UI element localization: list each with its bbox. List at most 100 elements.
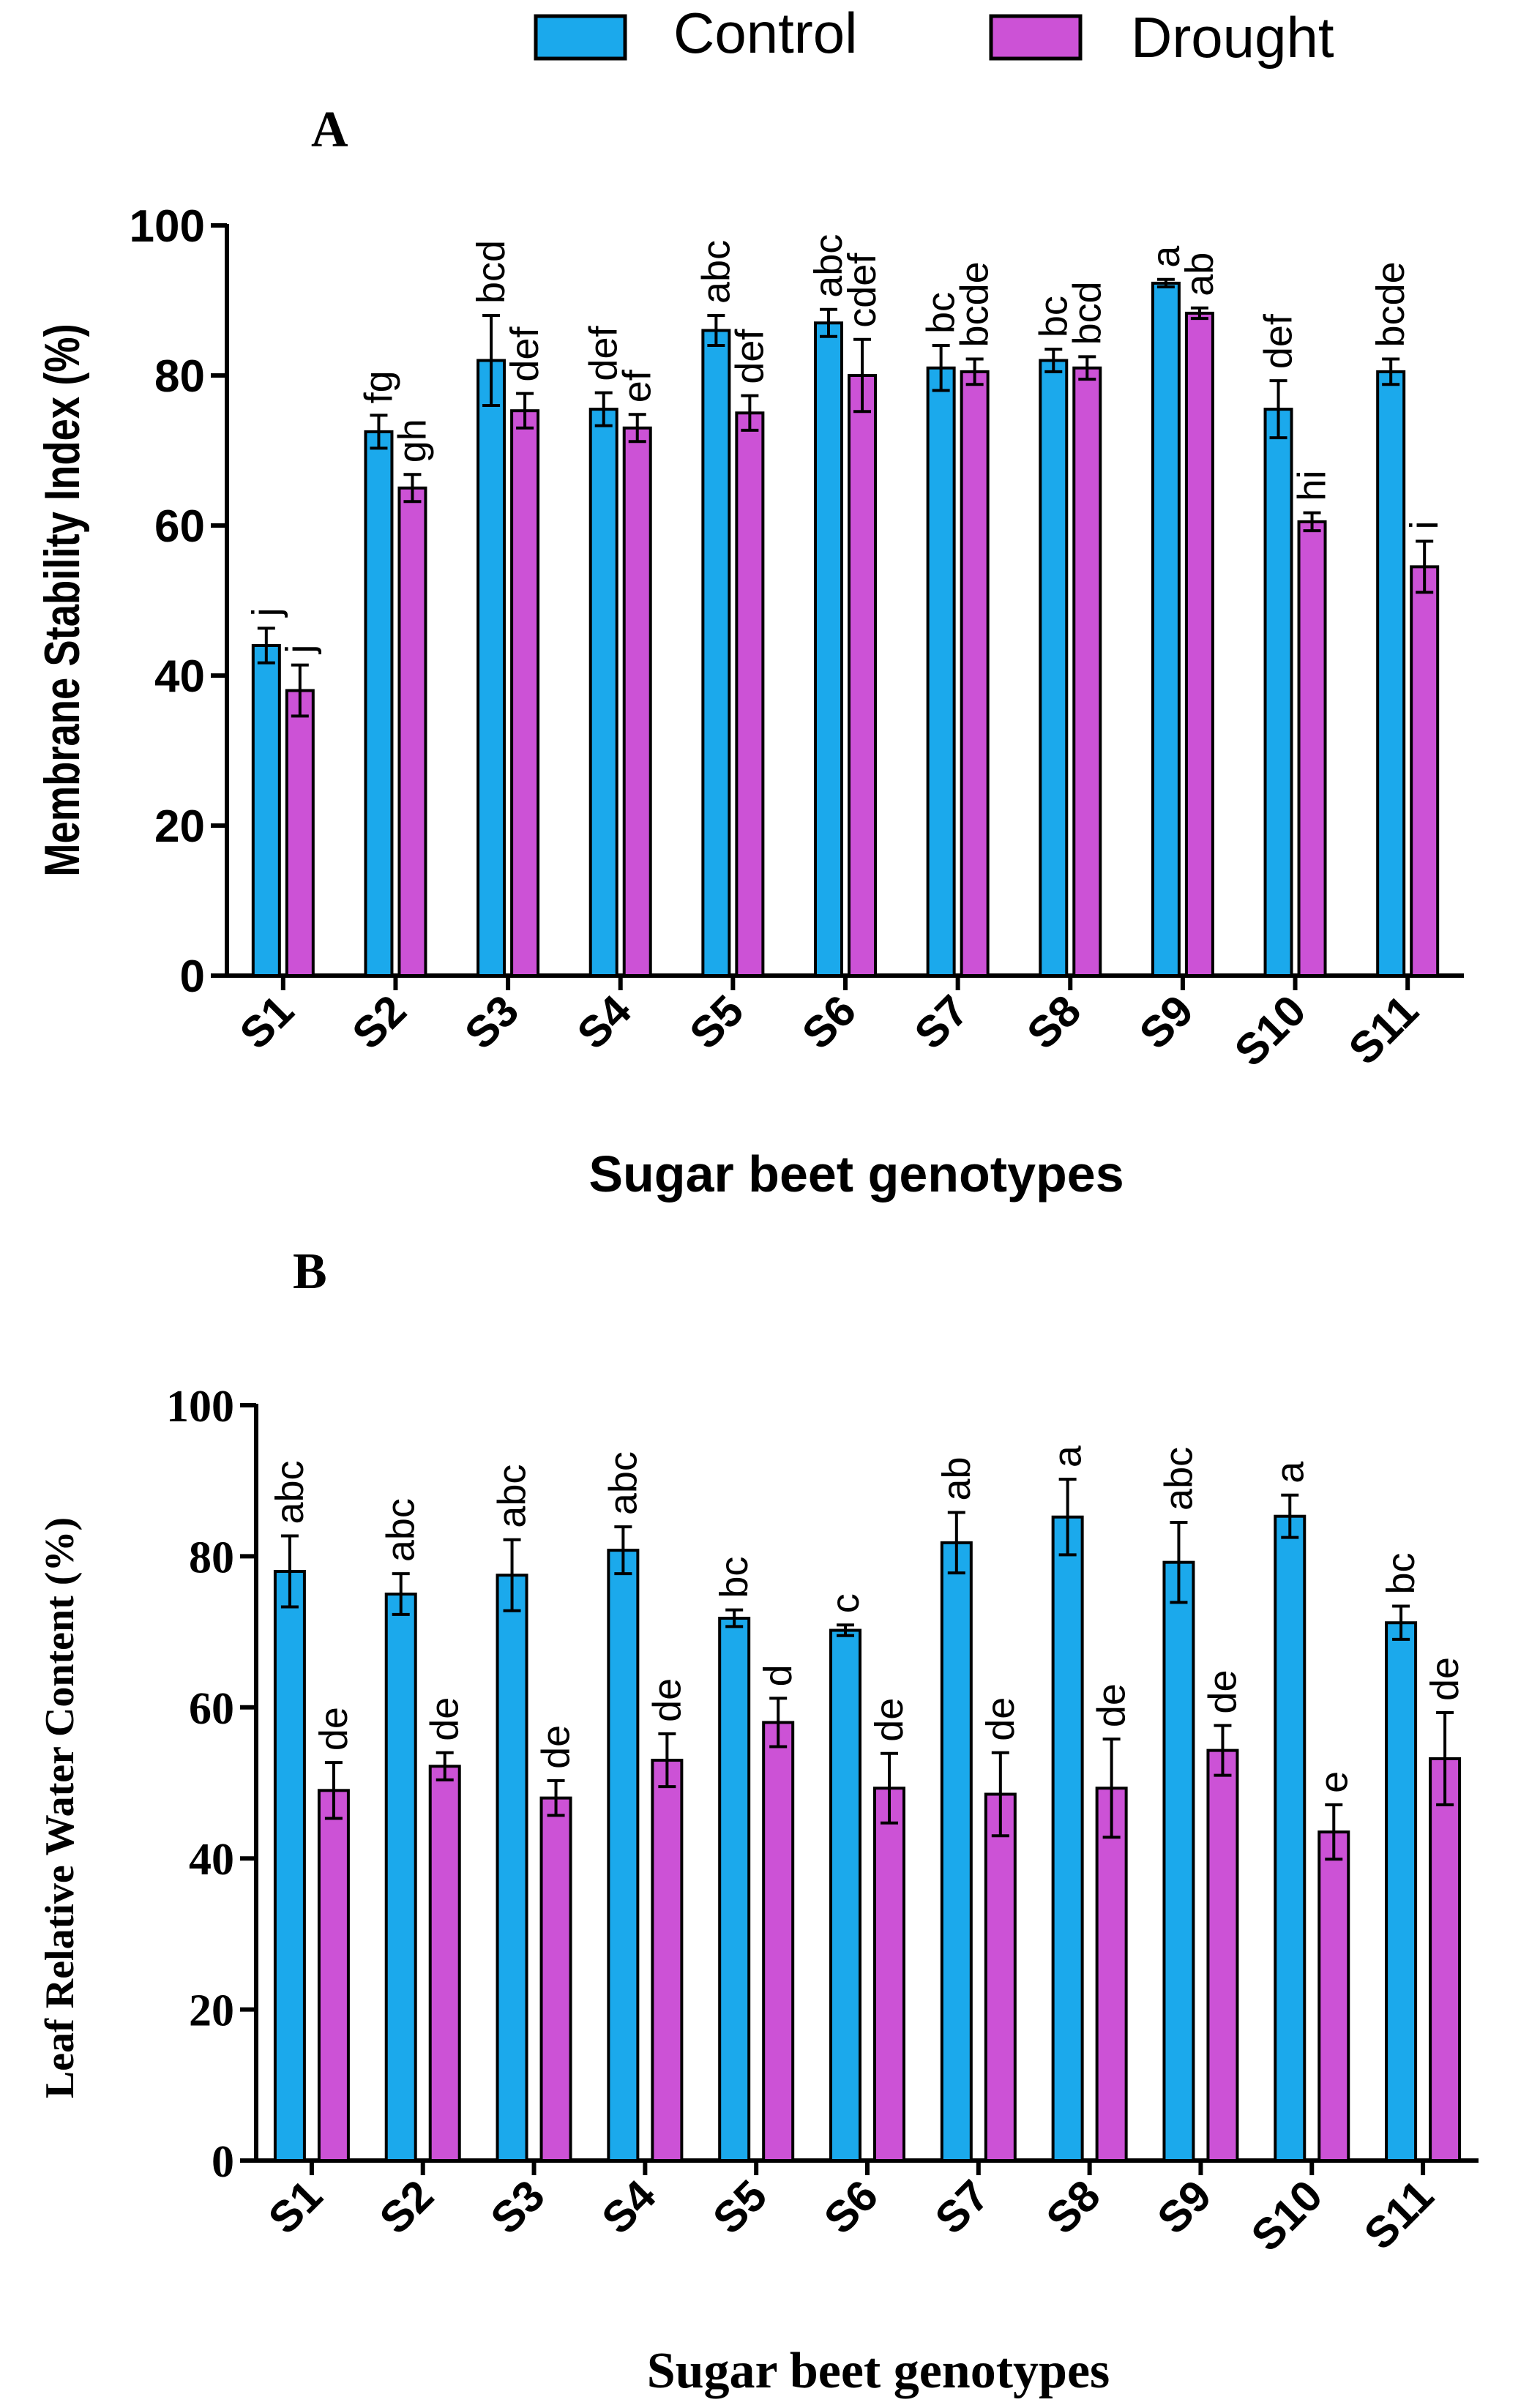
- chart-b-bar-drought: [539, 1796, 572, 2162]
- chart-a-bar-control: [476, 359, 507, 977]
- chart-a-significance-letter: a: [1144, 245, 1188, 268]
- panel-label-a: A: [311, 102, 348, 158]
- chart-a-significance-letter: i: [1402, 521, 1446, 530]
- chart-b-significance-letter: abc: [1156, 1447, 1200, 1511]
- chart-a-xtick-label: S2: [343, 986, 415, 1058]
- chart-a-significance-letter: bc: [1031, 296, 1075, 337]
- chart-b-ylabel: Leaf Relative Water Content (%): [37, 1517, 83, 2098]
- chart-b-xtick-label: S8: [1037, 2171, 1110, 2243]
- chart-b-bar-control: [607, 1549, 640, 2163]
- chart-b-significance-letter: de: [867, 1698, 911, 1742]
- chart-a-bar-control: [926, 366, 956, 977]
- chart-b-bar-drought: [317, 1789, 350, 2163]
- chart-b-xtick-label: S6: [815, 2171, 887, 2243]
- chart-a-bar-drought: [622, 426, 652, 977]
- chart-b-bar-control: [1162, 1560, 1195, 2162]
- chart-a-bar-control: [1376, 370, 1406, 977]
- chart-b-bar-control: [384, 1593, 417, 2162]
- chart-a-bar-drought: [1184, 311, 1214, 977]
- chart-b-significance-letter: ab: [935, 1456, 979, 1500]
- chart-a-significance-letter: bcd: [469, 240, 513, 304]
- chart-b-bar-drought: [984, 1792, 1017, 2162]
- chart-a-ytick-label: 60: [154, 501, 205, 552]
- chart-a-significance-letter: bcde: [953, 261, 997, 347]
- chart-b-bar-drought: [1206, 1748, 1239, 2162]
- chart-b-bar-drought: [873, 1787, 905, 2163]
- chart-b-xtick-label: S1: [259, 2171, 332, 2243]
- chart-b-bar-control: [1051, 1515, 1084, 2163]
- chart-b-xtick-label: S10: [1242, 2171, 1332, 2261]
- chart-a-xtick-label: S4: [568, 985, 641, 1058]
- chart-b-bar-drought: [651, 1759, 684, 2163]
- chart-b-xtick-label: S5: [703, 2171, 776, 2243]
- chart-a-xtick-label: S5: [680, 986, 752, 1058]
- chart-b-significance-letter: c: [823, 1593, 867, 1613]
- chart-a-significance-letter: def: [503, 326, 547, 382]
- chart-a-significance-letter: j: [278, 645, 322, 655]
- chart-b-xtick-label: S4: [592, 2170, 665, 2243]
- chart-a: 020406080100S1jjS2fgghS3bcddefS4defefS5a…: [130, 201, 1464, 1076]
- chart-b-bar-control: [718, 1617, 751, 2162]
- chart-b-significance-letter: de: [979, 1697, 1023, 1741]
- chart-b-ytick-label: 0: [212, 2137, 234, 2187]
- chart-a-bar-drought: [1072, 366, 1102, 977]
- chart-a-ytick-label: 0: [180, 951, 205, 1002]
- chart-a-xtick-label: S7: [905, 986, 978, 1058]
- chart-b-xtick-label: S9: [1148, 2171, 1220, 2243]
- chart-a-bar-drought: [1297, 520, 1327, 977]
- chart-b-bar-drought: [1429, 1757, 1462, 2163]
- chart-a-bar-control: [364, 430, 394, 977]
- panel-label-b: B: [293, 1243, 327, 1300]
- chart-b-significance-letter: bc: [712, 1557, 756, 1598]
- chart-b-bar-control: [496, 1574, 528, 2162]
- chart-a-significance-letter: ab: [1178, 253, 1222, 296]
- chart-b-significance-letter: abc: [268, 1460, 312, 1524]
- legend-label-control: Control: [673, 1, 857, 65]
- chart-a-bar-drought: [397, 486, 427, 977]
- chart-a-bar-control: [814, 321, 843, 977]
- chart-a-bar-drought: [1410, 565, 1440, 977]
- chart-a-xtick-label: S8: [1017, 986, 1090, 1058]
- chart-b-significance-letter: a: [1046, 1445, 1090, 1467]
- chart-a-bar-control: [1151, 281, 1181, 977]
- chart-b: 020406080100S1abcdeS2abcdeS3abcdeS4abcde…: [166, 1382, 1479, 2261]
- chart-b-bar-control: [1274, 1514, 1307, 2163]
- chart-a-significance-letter: cdef: [840, 253, 884, 328]
- chart-b-significance-letter: de: [534, 1725, 578, 1769]
- chart-a-ytick-label: 40: [154, 651, 205, 702]
- chart-a-bar-drought: [510, 409, 540, 977]
- chart-a-bar-control: [588, 408, 618, 977]
- chart-a-significance-letter: bc: [919, 292, 963, 334]
- chart-a-significance-letter: abc: [807, 234, 851, 298]
- chart-b-bar-drought: [1095, 1787, 1128, 2163]
- chart-a-ytick-label: 20: [154, 801, 205, 852]
- chart-b-xlabel: Sugar beet genotypes: [647, 2343, 1110, 2399]
- chart-b-ytick-label: 60: [189, 1684, 234, 1734]
- chart-b-significance-letter: abc: [490, 1465, 534, 1528]
- chart-a-significance-letter: def: [1257, 313, 1301, 369]
- chart-a-bar-control: [1039, 359, 1069, 977]
- legend-label-drought: Drought: [1131, 5, 1334, 70]
- chart-a-xtick-label: S6: [793, 986, 865, 1058]
- chart-b-bar-drought: [428, 1765, 461, 2162]
- chart-b-significance-letter: abc: [601, 1451, 645, 1515]
- chart-a-bar-control: [701, 329, 731, 977]
- chart-b-significance-letter: bc: [1379, 1552, 1423, 1594]
- chart-a-bar-control: [1263, 408, 1293, 977]
- chart-b-bar-control: [273, 1570, 306, 2163]
- chart-a-xtick-label: S11: [1339, 986, 1428, 1074]
- chart-b-significance-letter: d: [756, 1664, 800, 1686]
- chart-a-significance-letter: gh: [390, 419, 434, 463]
- chart-a-xtick-label: S1: [231, 986, 303, 1058]
- chart-b-ytick-label: 20: [189, 1986, 234, 2036]
- chart-b-significance-letter: abc: [379, 1498, 423, 1562]
- chart-b-bar-control: [940, 1541, 973, 2162]
- chart-a-significance-letter: j: [244, 607, 288, 618]
- chart-b-significance-letter: de: [1423, 1657, 1467, 1701]
- chart-b-significance-letter: e: [1312, 1771, 1356, 1793]
- chart-a-bar-drought: [735, 411, 765, 977]
- chart-a-bar-drought: [960, 370, 990, 977]
- chart-b-ytick-label: 80: [189, 1533, 234, 1582]
- chart-a-xtick-label: S9: [1130, 986, 1203, 1058]
